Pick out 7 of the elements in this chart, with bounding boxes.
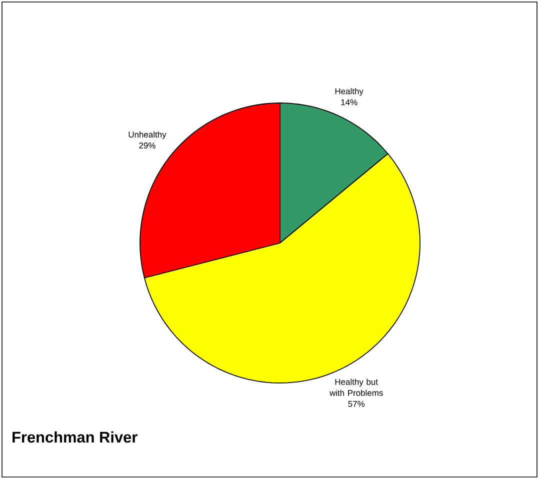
- slice-label: Unhealthy: [128, 131, 166, 140]
- slice-label: Healthy but with Problems: [330, 378, 383, 396]
- text: Frenchman River: [12, 431, 138, 443]
- data-label: 57%: [348, 400, 365, 407]
- data-label: 29%: [139, 142, 156, 148]
- data-label: 14%: [341, 99, 358, 106]
- slice-label: Healthy: [335, 88, 364, 96]
